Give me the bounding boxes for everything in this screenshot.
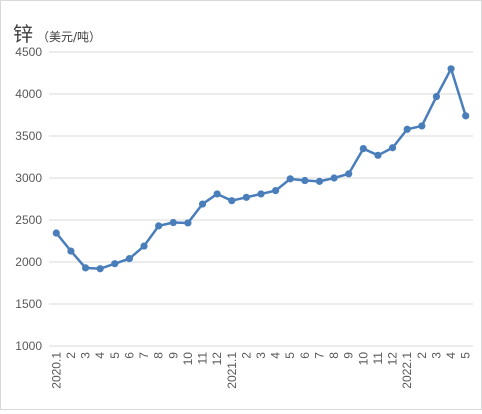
data-point (169, 218, 177, 227)
data-point (67, 247, 75, 255)
y-tick-label: 4000 (15, 87, 42, 101)
chart-title-main: 锌 (13, 22, 33, 46)
x-tick-label: 12 (386, 352, 400, 366)
data-point (140, 242, 148, 250)
y-tick-label: 1500 (15, 297, 42, 311)
data-point (228, 197, 236, 205)
data-point (462, 112, 470, 120)
data-point (345, 170, 353, 178)
chart-title: 锌 （美元/吨） (13, 18, 101, 47)
x-tick-label: 3 (429, 352, 443, 359)
data-point (447, 65, 455, 73)
x-tick-label: 8 (327, 352, 341, 359)
x-tick-label: 12 (210, 352, 224, 366)
data-point (257, 190, 265, 198)
series-line (55, 67, 467, 270)
data-point (315, 177, 324, 185)
data-point (403, 125, 411, 133)
x-tick-label: 2 (239, 352, 253, 359)
x-tick-label: 8 (152, 352, 166, 359)
x-tick-label: 9 (342, 352, 356, 359)
chart-unit-label: （美元/吨） (37, 30, 102, 44)
data-point (286, 175, 294, 183)
x-tick-label: 6 (298, 352, 312, 359)
x-tick-label: 6 (122, 352, 136, 359)
data-point (418, 122, 426, 130)
x-tick-label: 5 (108, 352, 122, 359)
x-tick-label: 4 (93, 352, 107, 359)
y-tick-label: 4500 (15, 45, 42, 59)
data-point (155, 222, 163, 230)
x-tick-label: 10 (181, 352, 195, 366)
x-tick-label: 2020.1 (49, 352, 63, 389)
x-tick-label: 5 (459, 352, 473, 359)
y-tick-label: 3000 (15, 171, 42, 185)
x-tick-label: 3 (254, 352, 268, 359)
y-tick-label: 1000 (15, 339, 42, 353)
y-tick-label: 2000 (15, 255, 42, 269)
data-point (330, 174, 338, 182)
data-point (432, 92, 441, 101)
x-tick-label: 2 (415, 352, 429, 359)
y-tick-label: 3500 (15, 129, 42, 143)
data-point (111, 260, 119, 268)
x-tick-label: 4 (269, 352, 283, 359)
data-point (125, 255, 134, 263)
x-tick-label: 5 (283, 352, 297, 359)
x-tick-label: 7 (137, 352, 151, 359)
data-point (184, 219, 192, 227)
data-point (52, 229, 60, 237)
x-tick-label: 2022.1 (400, 352, 414, 389)
data-point (359, 145, 367, 153)
x-tick-label: 2021.1 (225, 352, 239, 389)
x-tick-label: 3 (79, 352, 93, 359)
x-tick-label: 2 (64, 352, 78, 359)
data-point (242, 193, 250, 201)
data-point (272, 187, 280, 195)
x-tick-label: 4 (444, 352, 458, 359)
x-tick-label: 11 (371, 352, 385, 365)
y-tick-label: 2500 (15, 213, 42, 227)
data-point (388, 144, 397, 152)
x-tick-label: 11 (196, 352, 210, 365)
data-point (301, 176, 309, 185)
x-tick-label: 10 (356, 352, 370, 366)
data-point (374, 151, 382, 159)
x-tick-label: 7 (312, 352, 326, 359)
data-point (81, 264, 90, 272)
data-point (213, 190, 221, 198)
x-tick-label: 9 (166, 352, 180, 359)
data-point (96, 265, 104, 273)
data-point (198, 200, 207, 208)
